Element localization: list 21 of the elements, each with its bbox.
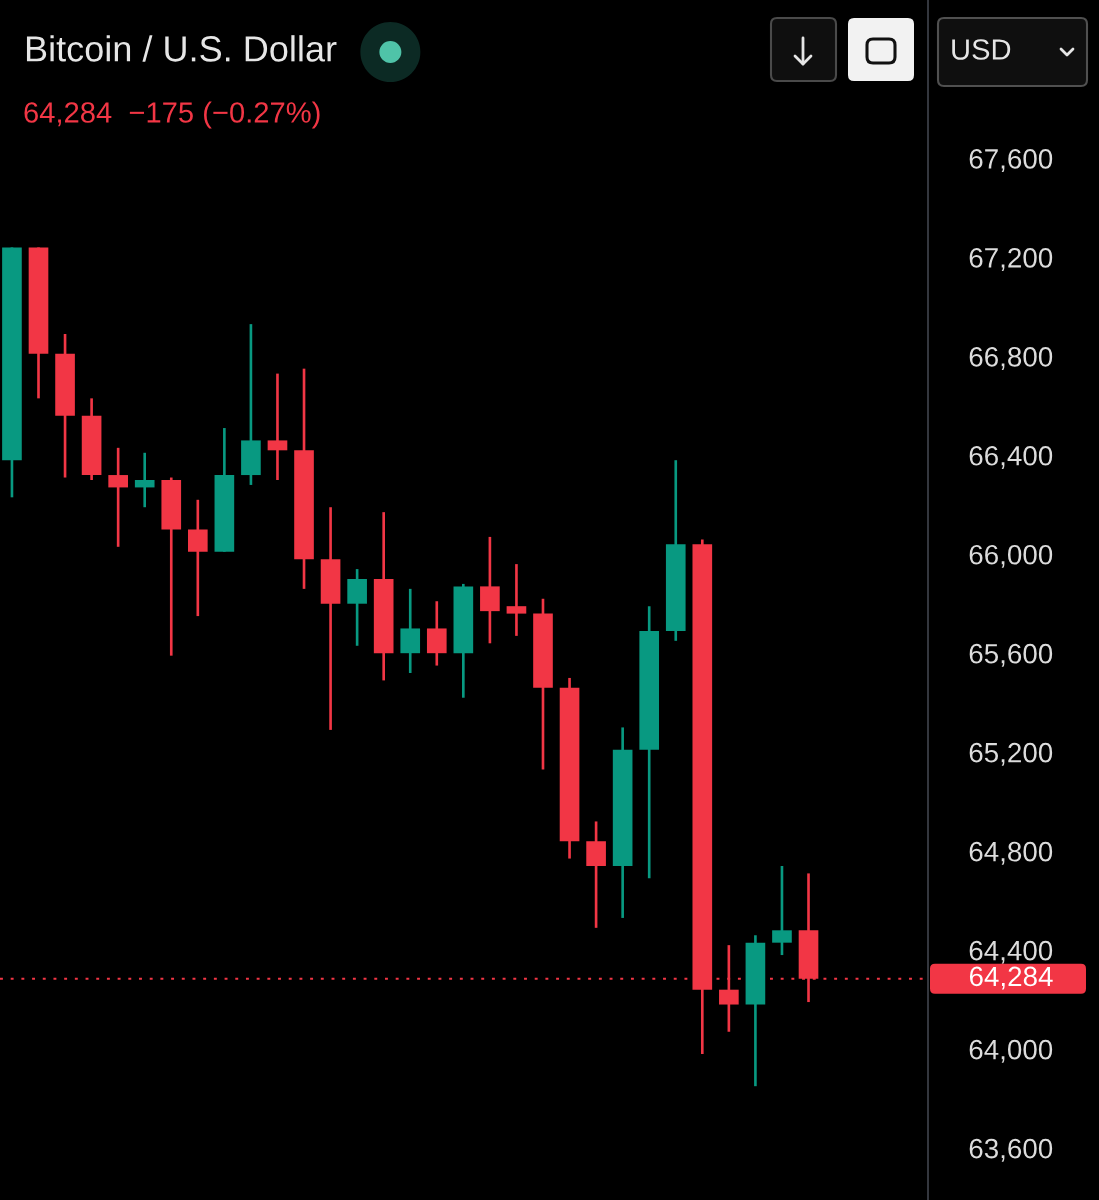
candlestick [772,864,792,957]
y-tick-label: 64,000 [969,1039,1053,1063]
y-tick-label: 66,800 [969,346,1053,370]
y-tick-label: 67,200 [969,247,1053,271]
y-tick-label: 63,600 [969,1138,1053,1162]
y-tick-label: 64,800 [969,841,1053,865]
candlestick [267,372,288,482]
y-tick-label: 65,600 [969,643,1053,667]
text: Bitcoin / U.S. Dollar [26,35,337,62]
candlestick [506,562,527,638]
text: 64,284 −175 (−0.27%) [24,101,320,129]
y-tick-label: 65,200 [969,742,1053,766]
y-tick-label: 66,400 [969,445,1053,469]
text: USD [952,39,1011,60]
candlestick [108,446,128,549]
ref-line-label: 64,284 [969,966,1053,990]
y-tick-label: 64,400 [969,940,1053,964]
candlestick [187,498,208,618]
y-tick-label: 67,600 [969,149,1053,172]
y-tick-label: 66,000 [969,544,1053,568]
candlestick [134,451,155,509]
